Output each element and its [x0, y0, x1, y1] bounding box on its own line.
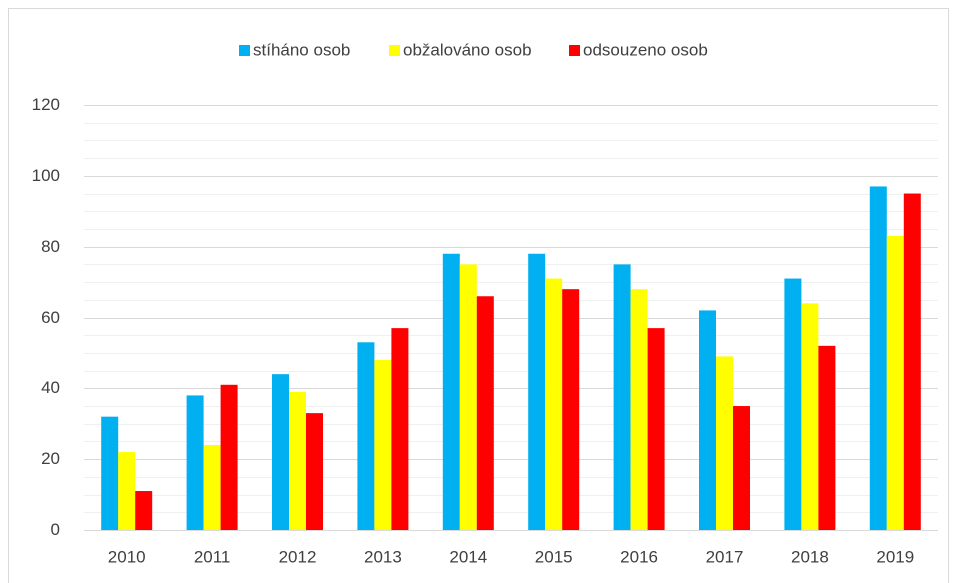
- bar: [903, 193, 921, 530]
- bar: [784, 278, 802, 530]
- y-tick-label: 0: [51, 520, 60, 539]
- legend-label: obžalováno osob: [403, 40, 532, 59]
- bar: [374, 360, 392, 530]
- bar: [699, 310, 716, 530]
- legend-swatch: [389, 45, 400, 56]
- bar: [101, 416, 119, 530]
- y-tick-label: 60: [41, 308, 60, 327]
- bar: [357, 342, 375, 530]
- legend-swatch: [239, 45, 250, 56]
- y-tick-label: 80: [41, 237, 60, 256]
- legend-label: stíháno osob: [253, 40, 350, 59]
- bar: [801, 303, 819, 530]
- bar: [442, 253, 460, 530]
- bar: [118, 452, 136, 530]
- bar: [220, 384, 238, 530]
- x-tick-label: 2016: [620, 547, 658, 566]
- bar: [869, 186, 887, 531]
- bar: [613, 264, 631, 530]
- bar: [203, 445, 221, 530]
- bar: [545, 278, 563, 530]
- bar: [733, 406, 750, 530]
- x-tick-label: 2013: [364, 547, 402, 566]
- bar: [391, 328, 409, 530]
- bar: [289, 391, 306, 530]
- bar: [135, 491, 153, 530]
- x-tick-label: 2011: [194, 547, 231, 566]
- x-tick-label: 2017: [706, 547, 744, 566]
- y-tick-label: 20: [41, 449, 60, 468]
- y-tick-label: 40: [41, 378, 60, 397]
- y-tick-label: 100: [32, 166, 60, 185]
- x-tick-label: 2018: [791, 547, 829, 566]
- bar: [562, 289, 580, 530]
- x-tick-label: 2010: [108, 547, 146, 566]
- bar: [306, 413, 323, 530]
- x-tick-label: 2019: [876, 547, 914, 566]
- bar: [886, 236, 904, 530]
- x-tick-label: 2012: [279, 547, 317, 566]
- bar: [272, 374, 289, 530]
- y-tick-label: 120: [32, 95, 60, 114]
- bar: [186, 395, 204, 530]
- bar: [459, 264, 477, 530]
- x-tick-label: 2014: [449, 547, 487, 566]
- bar: [818, 345, 836, 530]
- bar: [647, 328, 665, 530]
- bar: [476, 296, 494, 530]
- bar: [528, 253, 546, 530]
- legend-label: odsouzeno osob: [583, 40, 708, 59]
- x-tick-label: 2015: [535, 547, 573, 566]
- bar: [630, 289, 648, 530]
- bar: [716, 356, 733, 530]
- legend-swatch: [569, 45, 580, 56]
